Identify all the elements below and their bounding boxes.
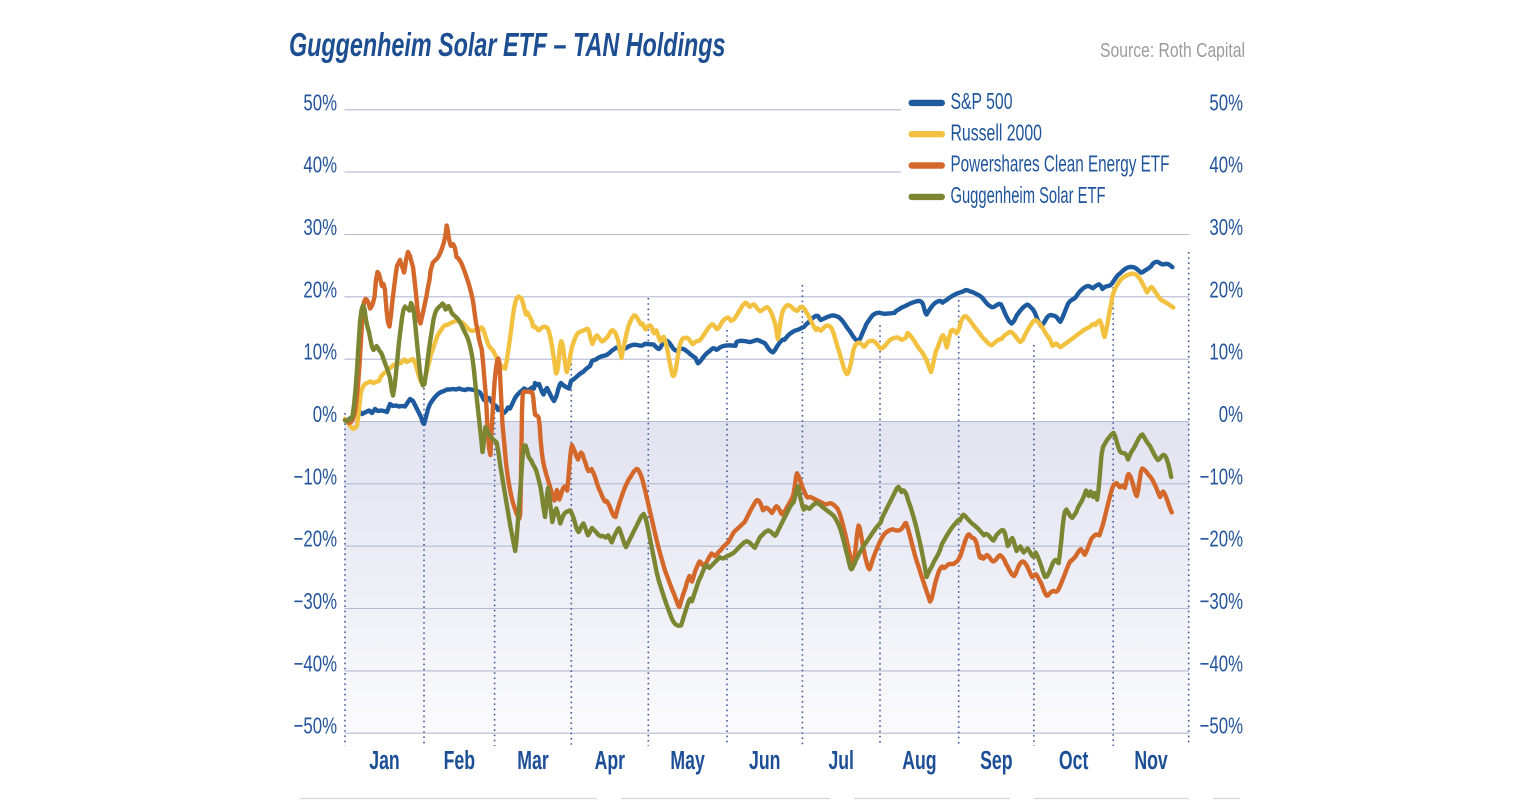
svg-text:0%: 0% [313, 403, 337, 428]
svg-text:Sep: Sep [980, 746, 1012, 775]
svg-text:May: May [670, 746, 705, 775]
svg-text:Guggenheim Solar ETF – TAN Hol: Guggenheim Solar ETF – TAN Holdings [289, 27, 726, 64]
svg-text:30%: 30% [1209, 216, 1243, 241]
svg-text:40%: 40% [1209, 153, 1243, 178]
svg-text:−20%: −20% [294, 527, 337, 552]
svg-text:Oct: Oct [1059, 746, 1089, 775]
svg-text:20%: 20% [303, 278, 337, 303]
svg-text:Feb: Feb [444, 746, 475, 775]
svg-text:−50%: −50% [294, 714, 337, 739]
svg-text:−10%: −10% [294, 465, 337, 490]
svg-text:Source: Roth Capital: Source: Roth Capital [1100, 38, 1245, 62]
svg-text:Apr: Apr [595, 746, 626, 775]
svg-text:Jan: Jan [369, 746, 399, 775]
svg-text:Guggenheim Solar ETF: Guggenheim Solar ETF [951, 184, 1106, 209]
svg-text:50%: 50% [1209, 91, 1243, 116]
svg-text:S&P 500: S&P 500 [951, 89, 1013, 115]
svg-text:−40%: −40% [294, 652, 337, 677]
svg-text:−50%: −50% [1200, 714, 1243, 739]
svg-text:Jul: Jul [828, 746, 854, 775]
svg-text:10%: 10% [303, 340, 337, 365]
svg-text:−10%: −10% [1200, 465, 1243, 490]
svg-text:40%: 40% [303, 153, 337, 178]
svg-text:10%: 10% [1209, 340, 1243, 365]
svg-text:Aug: Aug [902, 746, 936, 775]
svg-text:0%: 0% [1219, 403, 1243, 428]
svg-text:Powershares Clean Energy ETF: Powershares Clean Energy ETF [951, 152, 1170, 178]
svg-text:Mar: Mar [517, 746, 549, 775]
svg-text:−40%: −40% [1200, 652, 1243, 677]
svg-text:−30%: −30% [1200, 590, 1243, 615]
svg-text:Russell 2000: Russell 2000 [951, 121, 1042, 147]
svg-text:20%: 20% [1209, 278, 1243, 303]
svg-text:−30%: −30% [294, 590, 337, 615]
svg-text:50%: 50% [303, 91, 337, 116]
svg-text:Jun: Jun [749, 746, 780, 775]
svg-text:−20%: −20% [1200, 527, 1243, 552]
svg-text:30%: 30% [303, 216, 337, 241]
svg-text:Nov: Nov [1134, 746, 1168, 775]
